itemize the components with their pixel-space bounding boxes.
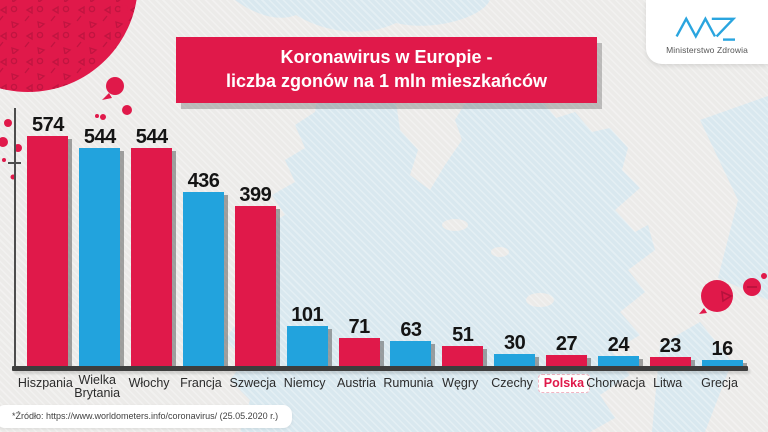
country-label: Chorwacja	[586, 376, 646, 390]
bar-area: 30	[489, 108, 541, 366]
country-label: Wielka Brytania	[74, 373, 121, 401]
bar-column: 574 Hiszpania	[18, 108, 74, 402]
bar	[183, 192, 224, 366]
bar	[597, 356, 639, 366]
ministry-logo-card: Ministerstwo Zdrowia	[646, 0, 768, 64]
bar-area: 27	[541, 108, 593, 366]
bar-column: 16 Grecja	[696, 108, 748, 402]
bar	[649, 357, 691, 366]
bar-column: 399 Szwecja	[229, 108, 281, 402]
bar	[338, 338, 380, 366]
label-area: Czechy	[481, 366, 543, 402]
bar-column: 63 Rumunia	[383, 108, 437, 402]
country-label: Hiszpania	[17, 376, 73, 390]
country-label: Austria	[337, 376, 376, 390]
bar-column: 101 Niemcy	[281, 108, 333, 402]
bar-value-label: 16	[711, 338, 733, 360]
virus-circle-decoration	[0, 0, 137, 92]
label-area: Niemcy	[274, 366, 336, 402]
bar-value-label: 574	[31, 114, 64, 136]
label-area: Wielka Brytania	[66, 366, 128, 402]
bar	[234, 206, 276, 366]
bar-area: 24	[592, 108, 644, 366]
bar-area: 544	[126, 108, 178, 366]
bar-value-label: 399	[239, 184, 272, 206]
country-label: Niemcy	[283, 376, 326, 390]
country-label: Węgry	[442, 376, 479, 390]
label-area: Węgry	[429, 366, 491, 402]
bar-area: 436	[178, 108, 230, 366]
bar-value-label: 544	[83, 126, 116, 148]
bar-column: 71 Austria	[333, 108, 385, 402]
bar-area: 16	[696, 108, 748, 366]
bar-column: 24 Chorwacja	[586, 108, 645, 402]
bar	[546, 355, 588, 366]
country-label: Czechy	[491, 376, 533, 390]
label-area: Francja	[170, 366, 232, 402]
country-label: Litwa	[653, 376, 683, 390]
bar	[442, 346, 484, 366]
x-axis-baseline	[12, 366, 748, 371]
country-label: Grecja	[701, 376, 738, 390]
label-area: Szwecja	[222, 366, 284, 402]
bar	[131, 148, 173, 366]
bar	[494, 354, 536, 366]
bar-value-label: 71	[348, 316, 370, 338]
ministry-name: Ministerstwo Zdrowia	[666, 44, 748, 55]
label-area: Austria	[325, 366, 387, 402]
title-line-2: liczba zgonów na 1 mln mieszkańców	[225, 71, 548, 91]
country-label: Szwecja	[229, 376, 277, 390]
bar-value-label: 544	[135, 126, 168, 148]
bar	[701, 360, 743, 366]
label-area: Włochy	[118, 366, 180, 402]
label-area: Rumunia	[377, 366, 439, 402]
bar-value-label: 101	[291, 304, 324, 326]
label-area: Grecja	[688, 366, 750, 402]
bar-area: 63	[385, 108, 437, 366]
bar-column: 51 Węgry	[437, 108, 489, 402]
bar-column: 23 Litwa	[644, 108, 696, 402]
country-label: Francja	[180, 376, 222, 390]
country-label: Rumunia	[383, 376, 434, 390]
bar-area: 51	[437, 108, 489, 366]
bar-area: 23	[644, 108, 696, 366]
bar	[79, 148, 121, 366]
bar-area: 101	[281, 108, 333, 366]
title-line-1: Koronawirus w Europie -	[280, 47, 493, 68]
country-label: Włochy	[128, 376, 170, 390]
bar-column: 27 Polska	[537, 108, 593, 402]
bar-column: 544 Wielka Brytania	[74, 108, 126, 402]
y-axis-line	[14, 108, 16, 368]
mz-logo-icon	[675, 15, 737, 41]
y-axis-tick	[8, 162, 21, 164]
bars-area: 574 Hiszpania 544 Wielka Brytania 544 Wł…	[18, 108, 748, 402]
bar-area: 574	[22, 108, 74, 366]
bar	[286, 326, 328, 366]
bar-area: 544	[74, 108, 126, 366]
label-area: Hiszpania	[14, 366, 76, 402]
bar-column: 544 Włochy	[126, 108, 178, 402]
bar-area: 399	[229, 108, 281, 366]
label-area: Litwa	[637, 366, 699, 402]
bar-value-label: 30	[504, 332, 526, 354]
bar-area: 71	[333, 108, 385, 366]
source-note: *Źródło: https://www.worldometers.info/c…	[0, 405, 293, 428]
bar-value-label: 23	[659, 335, 682, 357]
bar-value-label: 27	[555, 333, 578, 355]
bar-column: 436 Francja	[178, 108, 230, 402]
bar-value-label: 63	[400, 319, 422, 341]
chart-title-banner: Koronawirus w Europie - liczba zgonów na…	[176, 37, 597, 103]
country-label: Polska	[537, 374, 591, 394]
bar-value-label: 24	[607, 334, 630, 356]
bar	[390, 341, 432, 366]
label-area: Chorwacja	[585, 366, 647, 402]
label-area: Polska	[533, 366, 595, 402]
bar	[27, 136, 69, 366]
bar-value-label: 436	[187, 170, 220, 192]
bar-value-label: 51	[452, 324, 474, 346]
bar-column: 30 Czechy	[489, 108, 541, 402]
